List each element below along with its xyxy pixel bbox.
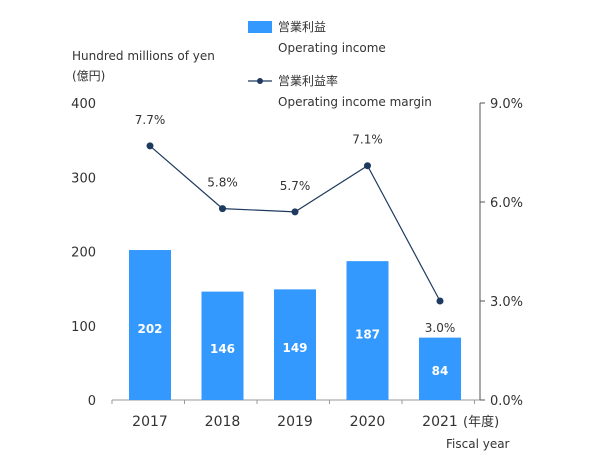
- legend-label-operating-income-en: Operating income: [278, 41, 386, 55]
- x-tick-label: 2017: [132, 414, 168, 430]
- legend: 営業利益 Operating income 営業利益率 Operating in…: [248, 20, 432, 109]
- x-tick-label: 2021: [422, 414, 458, 430]
- y2-tick-label: 0.0%: [490, 394, 523, 409]
- y-tick-label: 300: [71, 171, 96, 186]
- bar-value-label: 202: [137, 322, 162, 336]
- bar-value-label: 84: [432, 364, 449, 378]
- y-tick-label: 0: [88, 394, 96, 409]
- margin-line-series: 7.7% 5.8% 5.7% 7.1% 3.0%: [135, 113, 456, 335]
- margin-point: [219, 205, 226, 213]
- bar-value-label: 187: [355, 327, 380, 341]
- margin-data-label: 7.7%: [135, 113, 166, 127]
- bar-operating-income: [274, 289, 316, 400]
- margin-point: [436, 297, 444, 305]
- y-axis-title: Hundred millions of yen: [72, 49, 215, 63]
- margin-data-label: 5.8%: [207, 176, 238, 190]
- legend-marker-operating-margin: [257, 78, 263, 84]
- margin-data-label: 5.7%: [280, 179, 311, 193]
- bar-value-label: 146: [210, 342, 235, 356]
- margin-point: [291, 208, 299, 216]
- x-tick-label: 2018: [205, 414, 241, 430]
- y2-tick-label: 3.0%: [490, 295, 523, 310]
- y-axis-ticks: 0 100 200 300 400: [71, 97, 96, 409]
- bar-operating-income: [419, 337, 461, 400]
- legend-swatch-operating-income: [248, 21, 272, 33]
- x-tick-label: 2019: [277, 414, 313, 430]
- legend-label-operating-margin: 営業利益率: [278, 73, 338, 88]
- margin-data-label: 7.1%: [352, 133, 383, 147]
- x-axis-unit: (年度): [463, 414, 499, 430]
- bar-operating-income: [129, 250, 171, 400]
- y-tick-label: 200: [71, 246, 96, 261]
- bar-operating-income: [346, 261, 389, 400]
- margin-line: [149, 145, 441, 302]
- y-tick-label: 100: [71, 320, 96, 335]
- margin-data-label: 3.0%: [425, 321, 456, 335]
- bar-value-label: 149: [282, 341, 307, 355]
- y2-tick-label: 9.0%: [490, 97, 523, 112]
- legend-label-operating-income: 営業利益: [278, 20, 326, 34]
- y2-tick-label: 6.0%: [490, 196, 523, 211]
- y-axis-title-ja: (億円): [72, 69, 105, 83]
- legend-label-operating-margin-en: Operating income margin: [278, 95, 432, 109]
- bar-operating-income: [201, 291, 244, 400]
- margin-point: [146, 142, 154, 150]
- x-tick-label: 2020: [350, 414, 386, 430]
- y-tick-label: 400: [71, 97, 96, 112]
- margin-point: [364, 162, 371, 170]
- y2-axis-ticks: 0.0% 3.0% 6.0% 9.0%: [480, 97, 523, 409]
- x-axis-title: Fiscal year: [446, 437, 510, 451]
- bars: 202 146 149 187 84: [129, 250, 461, 400]
- x-axis-ticks: 2017 2018 2019 2020 2021: [111, 400, 475, 430]
